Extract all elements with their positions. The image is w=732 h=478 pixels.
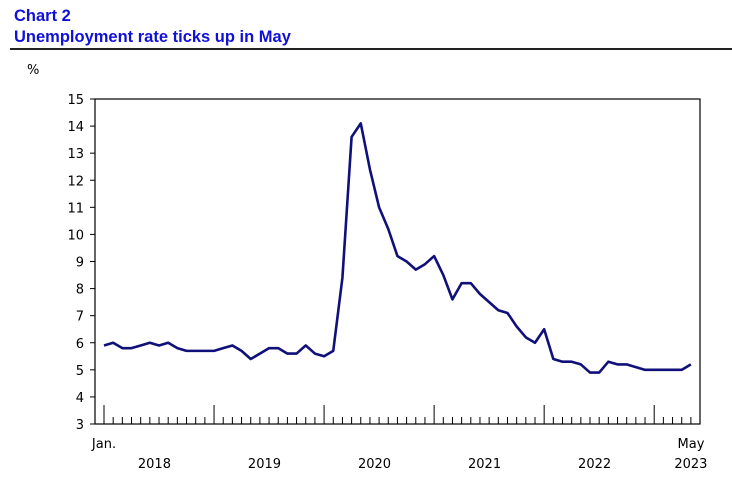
y-tick-label: 13 [67, 147, 84, 162]
y-tick-label: 8 [76, 283, 84, 298]
year-label: 2019 [248, 457, 281, 472]
series-line-unemployment-rate [103, 122, 692, 374]
year-label: 2020 [358, 457, 391, 472]
y-tick-label: 14 [67, 120, 84, 135]
y-tick-label: 9 [76, 256, 84, 271]
year-labels: 2018 2019 2020 2021 2022 2023 [138, 457, 708, 472]
y-tick-label: 10 [67, 228, 84, 243]
y-tick-label: 5 [76, 364, 84, 379]
year-label: 2021 [468, 457, 501, 472]
year-label: 2022 [578, 457, 611, 472]
y-axis-unit-label: % [27, 63, 39, 78]
x-end-label: May [678, 437, 705, 452]
plot-frame [94, 98, 701, 425]
y-tick-label: 15 [67, 93, 84, 108]
y-axis: 3 4 5 6 7 8 9 10 11 12 13 14 15 [67, 93, 95, 433]
y-tick-label: 7 [76, 310, 84, 325]
chart-header: Chart 2 Unemployment rate ticks up in Ma… [14, 6, 291, 48]
chart-title: Unemployment rate ticks up in May [14, 28, 291, 46]
y-tick-label: 6 [76, 337, 84, 352]
x-start-label: Jan. [91, 437, 116, 452]
y-tick-label: 3 [76, 418, 84, 433]
year-label: 2023 [674, 457, 707, 472]
header-rule [10, 48, 732, 50]
year-label: 2018 [138, 457, 171, 472]
y-tick-label: 4 [76, 391, 84, 406]
y-tick-label: 11 [67, 201, 84, 216]
x-axis [103, 405, 692, 424]
y-tick-label: 12 [67, 174, 84, 189]
chart-number: Chart 2 [14, 7, 71, 25]
